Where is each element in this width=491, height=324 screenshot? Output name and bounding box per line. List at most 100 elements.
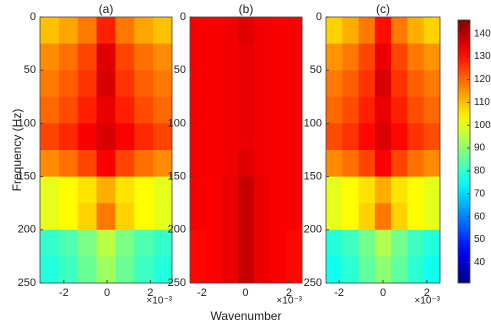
heatmap-cell bbox=[96, 229, 116, 257]
heatmap-cell bbox=[222, 70, 239, 98]
heatmap-cell bbox=[358, 43, 376, 71]
y-tick-label: 50 bbox=[24, 64, 36, 76]
x-tick-label: 2 bbox=[147, 287, 153, 299]
heatmap-cell bbox=[190, 43, 207, 71]
heatmap-cell bbox=[374, 123, 392, 151]
heatmap-cell bbox=[238, 176, 255, 204]
y-axis-label: Frequency (Hz) bbox=[10, 109, 24, 192]
heatmap-cell bbox=[40, 43, 60, 71]
heatmap-cell bbox=[238, 229, 255, 257]
heatmap-cell bbox=[286, 150, 303, 177]
heatmap-cell bbox=[326, 43, 343, 71]
heatmap-cell bbox=[96, 123, 116, 151]
heatmap-cell bbox=[407, 17, 425, 44]
heatmap-cell bbox=[222, 123, 239, 151]
y-tick-label: 250 bbox=[168, 277, 186, 289]
heatmap-cell bbox=[40, 150, 60, 177]
heatmap-cell bbox=[96, 150, 116, 177]
panel-title: (c) bbox=[376, 2, 390, 16]
heatmap-cell bbox=[134, 176, 154, 204]
heatmap-cell bbox=[254, 17, 271, 44]
y-tick-label: 250 bbox=[304, 277, 322, 289]
panel-title: (a) bbox=[99, 2, 114, 16]
heatmap-cell bbox=[342, 17, 359, 44]
heatmap-cell bbox=[374, 203, 392, 231]
x-axis-label: Wavenumber bbox=[211, 309, 282, 323]
heatmap-cell bbox=[115, 203, 135, 231]
heatmap-cell bbox=[342, 70, 359, 98]
heatmap-cell bbox=[77, 229, 97, 257]
heatmap-cell bbox=[222, 96, 239, 124]
heatmap-cell bbox=[326, 123, 343, 151]
plot-frame bbox=[189, 16, 303, 284]
heatmap-cell bbox=[358, 17, 376, 44]
heatmap-cell bbox=[115, 43, 135, 71]
heatmap-cell bbox=[134, 150, 154, 177]
y-tick-label: 100 bbox=[18, 117, 36, 129]
heatmap-cell bbox=[286, 43, 303, 71]
heatmap-cell bbox=[40, 203, 60, 231]
heatmap-cell bbox=[134, 229, 154, 257]
heatmap-cell bbox=[342, 229, 359, 257]
heatmap-cell bbox=[206, 176, 223, 204]
heatmap-cell bbox=[40, 229, 60, 257]
colorbar-tick-label: 80 bbox=[474, 166, 486, 177]
heatmap-cell bbox=[407, 229, 425, 257]
heatmap-cell bbox=[254, 43, 271, 71]
heatmap-cell bbox=[153, 203, 173, 231]
heatmap-cell bbox=[270, 70, 287, 98]
heatmap-cell bbox=[115, 256, 135, 284]
heatmap-cell bbox=[342, 123, 359, 151]
y-tick-label: 0 bbox=[180, 11, 186, 23]
y-tick-label: 0 bbox=[316, 11, 322, 23]
heatmap-cell bbox=[206, 17, 223, 44]
heatmap-cell bbox=[358, 176, 376, 204]
colorbar-tick-label: 70 bbox=[474, 188, 486, 199]
heatmap-cell bbox=[238, 70, 255, 98]
heatmap-cell bbox=[326, 176, 343, 204]
colorbar-tick-label: 130 bbox=[474, 51, 491, 62]
heatmap-cell bbox=[58, 150, 79, 177]
heatmap-cell bbox=[222, 176, 239, 204]
x-exponent: ×10⁻³ bbox=[146, 296, 172, 307]
heatmap-cell bbox=[153, 17, 173, 44]
heatmap-cell bbox=[77, 150, 97, 177]
heatmap-cell bbox=[222, 229, 239, 257]
y-tick-label: 100 bbox=[168, 117, 186, 129]
heatmap-cell bbox=[423, 96, 441, 124]
heatmap-cell bbox=[96, 176, 116, 204]
heatmap-cell bbox=[238, 203, 255, 231]
heatmap-cell bbox=[407, 176, 425, 204]
heatmap-cell bbox=[326, 96, 343, 124]
x-tick-label: 0 bbox=[104, 287, 110, 299]
heatmap-cell bbox=[286, 229, 303, 257]
heatmap-cell bbox=[358, 96, 376, 124]
colorbar-tick-label: 140 bbox=[474, 28, 491, 39]
heatmap-cell bbox=[134, 123, 154, 151]
heatmap-cell bbox=[342, 256, 359, 284]
heatmap-cell bbox=[358, 70, 376, 98]
heatmap-cell bbox=[270, 123, 287, 151]
colorbar-tick-label: 120 bbox=[474, 74, 491, 85]
heatmap-cell bbox=[153, 123, 173, 151]
heatmap-cell bbox=[96, 203, 116, 231]
heatmap-cell bbox=[286, 96, 303, 124]
heatmap-cell bbox=[222, 17, 239, 44]
heatmap-cell bbox=[190, 123, 207, 151]
heatmap-cell bbox=[134, 43, 154, 71]
colorbar-tick-label: 50 bbox=[474, 234, 486, 245]
heatmap-cell bbox=[40, 123, 60, 151]
heatmap-cell bbox=[206, 43, 223, 71]
heatmap-cell bbox=[77, 43, 97, 71]
heatmap-cell bbox=[134, 17, 154, 44]
heatmap-cell bbox=[342, 203, 359, 231]
heatmap-cell bbox=[206, 256, 223, 284]
heatmap-cell bbox=[58, 123, 79, 151]
heatmap-cell bbox=[206, 123, 223, 151]
heatmap-cell bbox=[40, 176, 60, 204]
heatmap-cell bbox=[407, 70, 425, 98]
heatmap-cell bbox=[190, 17, 207, 44]
heatmap-cell bbox=[222, 43, 239, 71]
heatmap-cell bbox=[190, 203, 207, 231]
heatmap-cell bbox=[134, 96, 154, 124]
